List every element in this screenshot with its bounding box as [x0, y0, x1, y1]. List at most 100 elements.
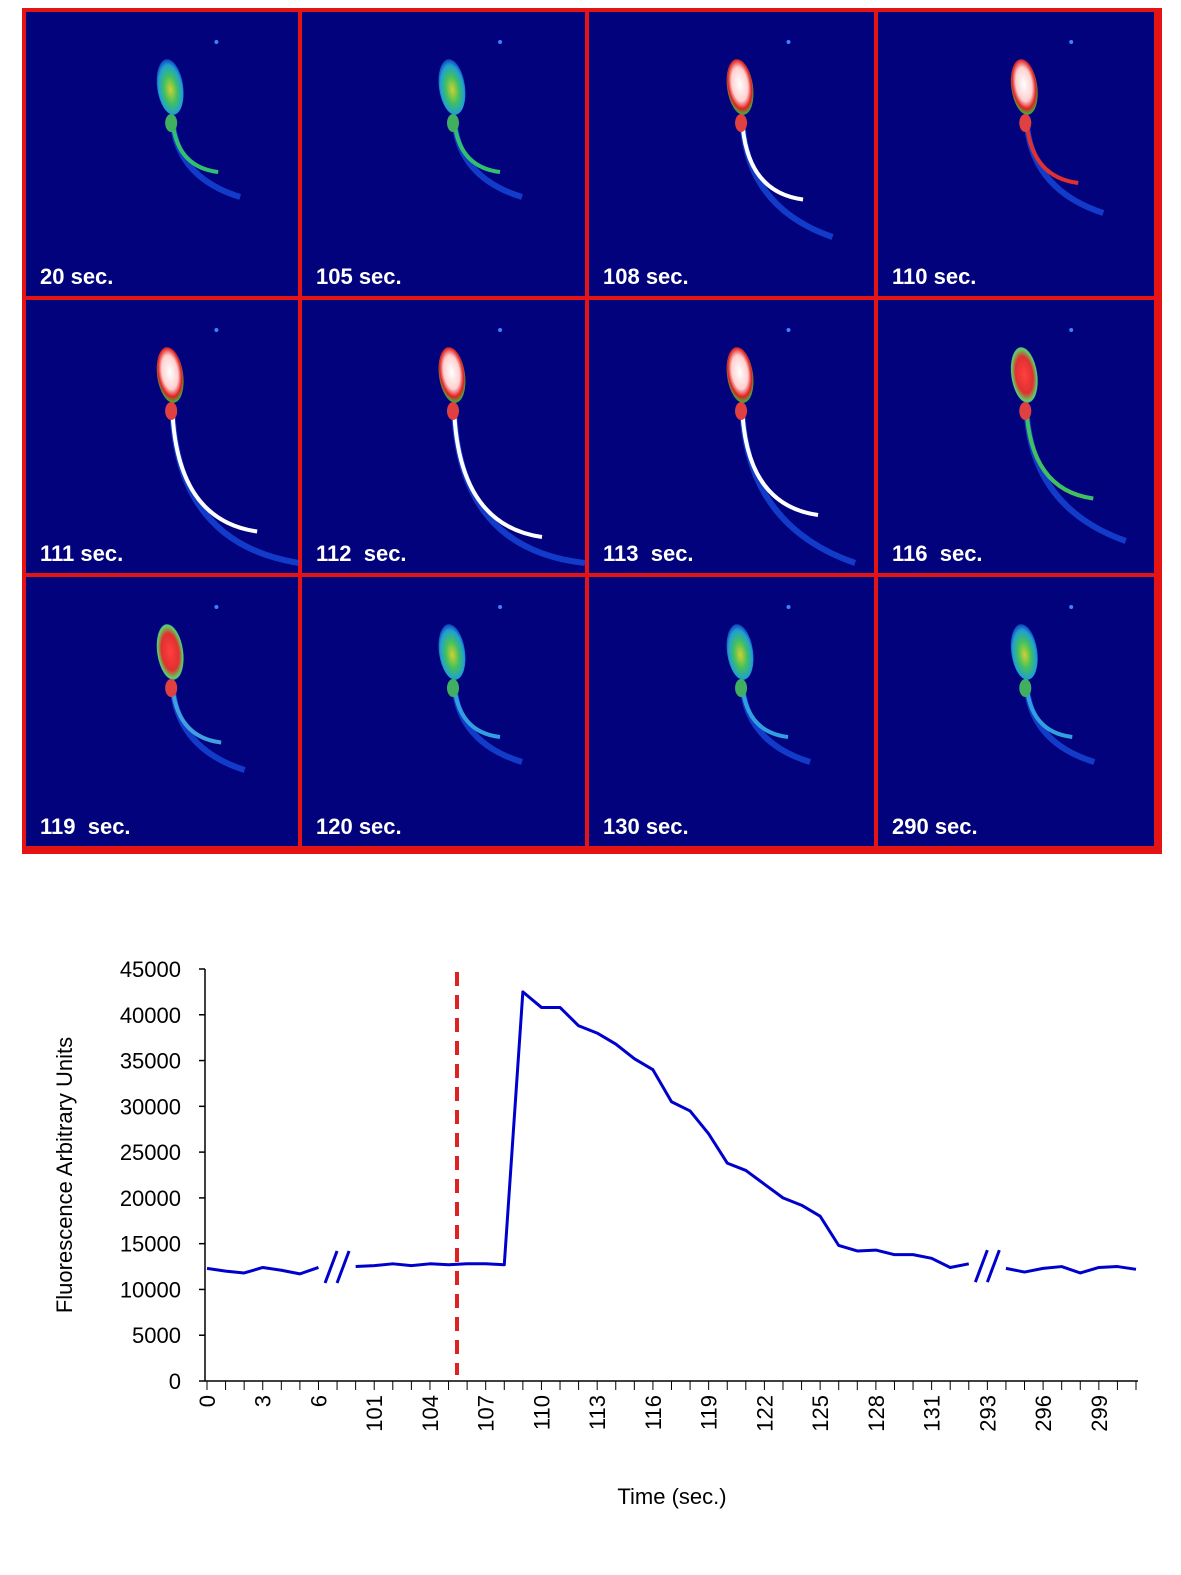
speck	[1069, 605, 1074, 609]
midpiece	[165, 114, 178, 132]
x-tick-label: 128	[864, 1395, 889, 1432]
head	[156, 59, 184, 115]
head	[156, 347, 184, 403]
panel-label: 119 sec.	[40, 814, 131, 839]
panel-label: 290 sec.	[892, 814, 978, 839]
axis-break	[973, 1249, 989, 1283]
x-tick-label: 131	[920, 1395, 945, 1432]
panel-bg	[878, 12, 1154, 296]
x-tick-label: 6	[306, 1395, 331, 1407]
image-panel: 113 sec.	[589, 300, 874, 573]
y-tick-label: 35000	[120, 1049, 181, 1074]
head	[1010, 624, 1038, 680]
panel-label: 108 sec.	[603, 264, 689, 289]
midpiece	[1019, 679, 1032, 697]
axis-break	[985, 1249, 1001, 1283]
tail	[740, 404, 819, 517]
x-tick-label: 104	[418, 1395, 443, 1432]
panel-bg	[26, 577, 298, 846]
x-tick-label: 116	[641, 1395, 666, 1430]
x-tick-label: 110	[529, 1395, 554, 1430]
head	[726, 59, 754, 115]
image-panel: 111 sec.	[26, 300, 300, 573]
speck	[498, 40, 503, 44]
axis-break	[335, 1250, 351, 1284]
panel-label: 116 sec.	[892, 541, 983, 566]
image-panel: 105 sec.	[302, 12, 585, 296]
x-tick-label: 125	[808, 1395, 833, 1432]
x-tick-label: 113	[585, 1395, 610, 1430]
speck	[214, 40, 219, 44]
panel-label: 110 sec.	[892, 264, 976, 289]
midpiece	[165, 402, 178, 420]
image-panel: 116 sec.	[878, 300, 1154, 573]
image-panel: 108 sec.	[589, 12, 874, 296]
midpiece	[735, 402, 748, 420]
speck	[498, 328, 503, 332]
x-tick-label: 296	[1031, 1395, 1056, 1432]
speck	[214, 328, 219, 332]
panel-bg	[589, 12, 874, 296]
image-panel: 120 sec.	[302, 577, 585, 846]
y-tick-label: 45000	[120, 957, 181, 982]
midpiece	[446, 114, 459, 132]
midpiece	[446, 402, 459, 420]
x-tick-label: 107	[474, 1395, 499, 1432]
x-tick-label: 293	[975, 1395, 1000, 1432]
x-tick-label: 299	[1087, 1395, 1112, 1432]
x-tick-label: 119	[697, 1395, 722, 1430]
speck	[786, 40, 791, 44]
midpiece	[165, 679, 178, 697]
tail	[170, 404, 258, 534]
image-grid: 20 sec. 105 sec. 108 sec. 110 sec. 111 sec. 1…	[22, 8, 1162, 854]
midpiece	[735, 679, 748, 697]
image-panel: 110 sec.	[878, 12, 1154, 296]
panel-bg	[302, 577, 585, 846]
head	[438, 347, 466, 403]
axis-break	[323, 1250, 339, 1284]
y-tick-label: 40000	[120, 1003, 181, 1028]
y-tick-label: 30000	[120, 1094, 181, 1119]
head	[438, 624, 466, 680]
x-tick-label: 0	[195, 1395, 220, 1407]
x-tick-label: 122	[752, 1395, 777, 1432]
head	[726, 624, 754, 680]
x-tick-label: 3	[251, 1395, 276, 1407]
head	[156, 624, 184, 680]
panel-bg	[878, 577, 1154, 846]
image-panel: 112 sec.	[302, 300, 586, 573]
data-line	[206, 990, 1137, 1276]
tail	[1024, 404, 1094, 501]
panel-bg	[878, 300, 1154, 573]
image-panel: 119 sec.	[26, 577, 298, 846]
y-tick-label: 25000	[120, 1140, 181, 1165]
midpiece	[446, 679, 459, 697]
x-tick-label: 101	[362, 1395, 387, 1432]
speck	[214, 605, 219, 609]
x-axis-title: Time (sec.)	[617, 1484, 726, 1509]
speck	[498, 605, 503, 609]
y-tick-label: 5000	[132, 1323, 181, 1348]
panel-bg	[26, 300, 298, 573]
panel-bg	[302, 12, 585, 296]
panel-label: 20 sec.	[40, 264, 113, 289]
panel-label: 113 sec.	[603, 541, 694, 566]
tail	[740, 116, 804, 202]
speck	[786, 328, 791, 332]
head	[438, 59, 466, 115]
midpiece	[1019, 402, 1032, 420]
panel-bg	[589, 300, 874, 573]
speck	[1069, 328, 1074, 332]
midpiece	[1019, 114, 1032, 132]
y-tick-label: 20000	[120, 1186, 181, 1211]
panel-label: 112 sec.	[316, 541, 407, 566]
image-panel: 290 sec.	[878, 577, 1154, 846]
speck	[786, 605, 791, 609]
head	[1010, 347, 1038, 403]
tail	[451, 404, 543, 539]
head	[1010, 59, 1038, 115]
y-tick-label: 15000	[120, 1232, 181, 1257]
speck	[1069, 40, 1074, 44]
y-axis-title: Fluorescence Arbitrary Units	[52, 1037, 77, 1313]
head	[726, 347, 754, 403]
